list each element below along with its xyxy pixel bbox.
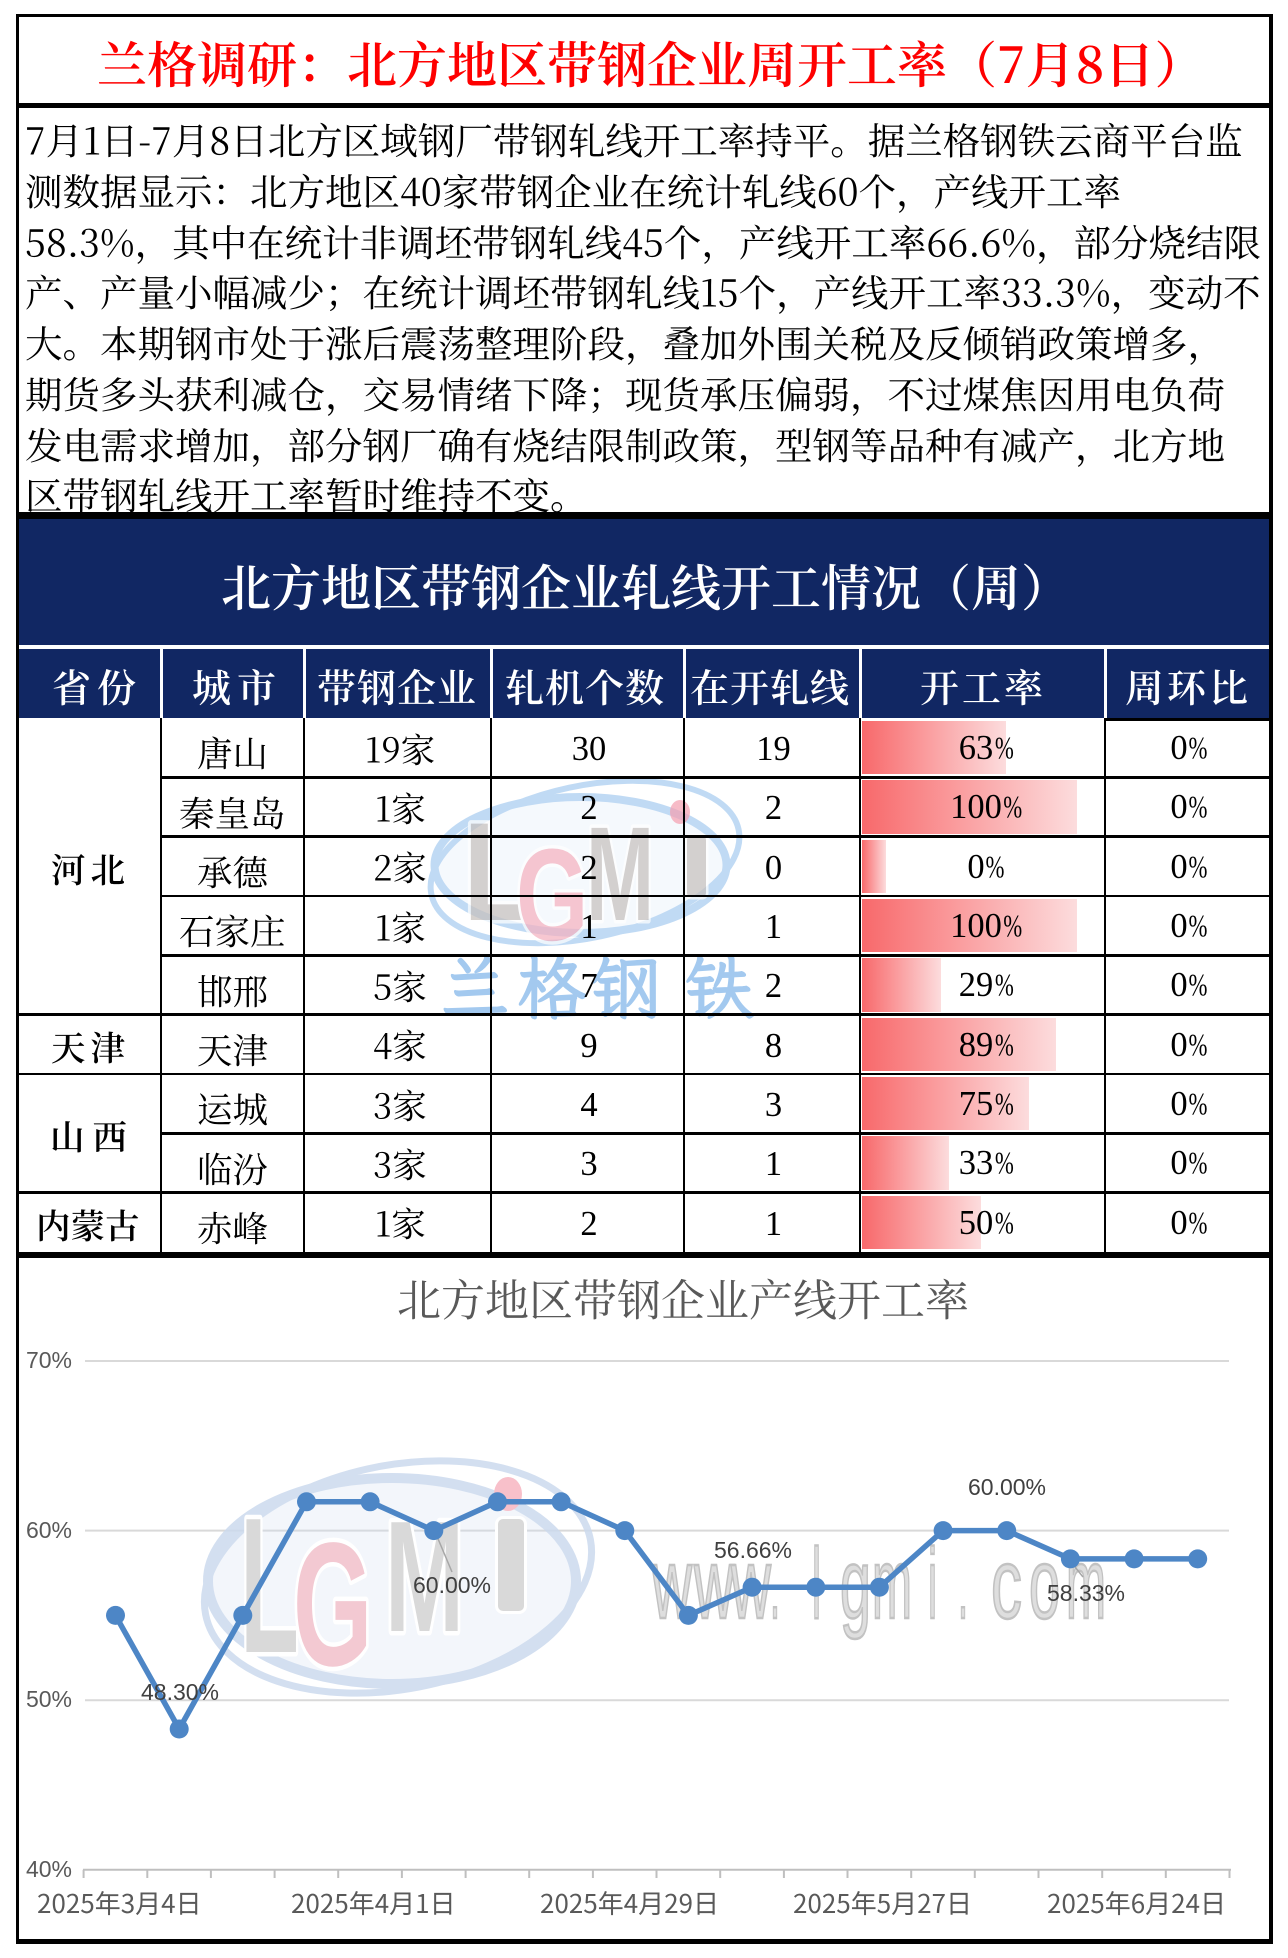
svg-text:M: M — [586, 799, 654, 949]
svg-text:.: . — [770, 1528, 780, 1640]
svg-text:L: L — [240, 1479, 299, 1694]
svg-text:L: L — [463, 794, 535, 950]
svg-text:w: w — [693, 1528, 734, 1640]
svg-text:G: G — [293, 1507, 372, 1703]
svg-text:i: i — [928, 1528, 937, 1640]
svg-text:.: . — [958, 1528, 968, 1640]
svg-text:g: g — [840, 1528, 871, 1640]
svg-text:m: m — [1066, 1528, 1106, 1640]
svg-text:c: c — [991, 1528, 1022, 1640]
